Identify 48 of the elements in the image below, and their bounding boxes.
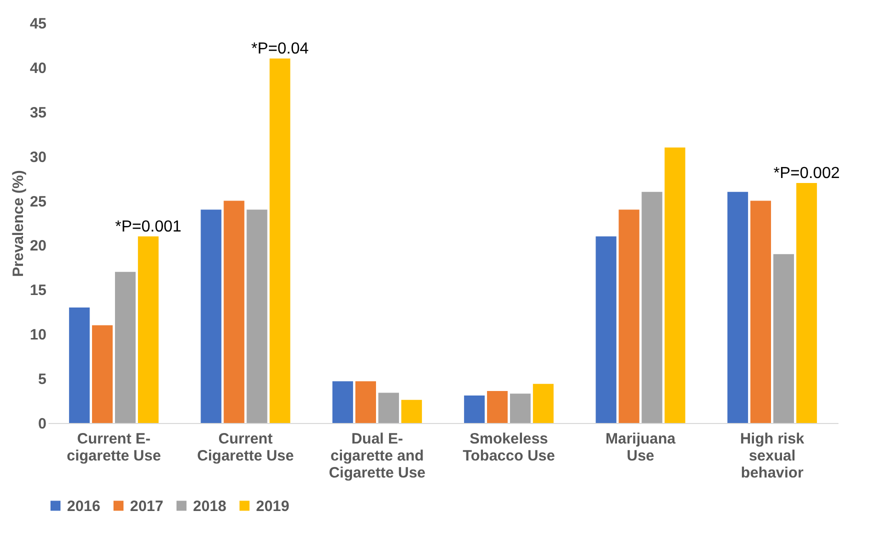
bar — [114, 272, 136, 423]
y-axis-title: Prevalence (%) — [10, 170, 27, 277]
x-tick-label: Smokeless Tobacco Use — [462, 430, 555, 464]
bar — [796, 183, 817, 423]
annotation: *P=0.002 — [773, 165, 840, 182]
y-tick-label: 35 — [30, 104, 46, 122]
bar — [642, 192, 662, 423]
bar — [92, 325, 113, 423]
bar — [773, 254, 794, 423]
bar — [246, 210, 268, 423]
legend-label: 2016 — [67, 498, 100, 515]
x-tick-label: Current E- cigarette Use — [66, 430, 161, 464]
y-tick-label: 0 — [38, 416, 46, 432]
bar — [401, 400, 422, 423]
y-tick-label: 45 — [30, 16, 46, 32]
x-tick-label: High risk sexual behavior — [740, 430, 805, 482]
bar — [200, 210, 222, 423]
y-tick-label: 30 — [30, 148, 46, 166]
x-tick-label: Current Cigarette Use — [197, 430, 294, 464]
annotation: *P=0.04 — [251, 40, 309, 58]
bar — [224, 200, 244, 423]
bar — [464, 395, 485, 423]
bar — [664, 147, 686, 423]
y-tick-label: 15 — [30, 282, 46, 300]
y-tick-label: 5 — [38, 371, 46, 388]
bar — [355, 381, 376, 423]
bar — [596, 236, 616, 423]
bar — [138, 236, 159, 423]
bar — [510, 394, 531, 423]
y-tick-label: 25 — [30, 193, 46, 210]
bar — [332, 381, 354, 423]
bar — [750, 200, 772, 423]
y-tick-label: 20 — [30, 238, 46, 255]
legend-label: 2018 — [193, 498, 226, 515]
bar — [727, 192, 748, 423]
bar — [270, 58, 290, 423]
bar — [378, 392, 399, 423]
y-tick-label: 40 — [30, 60, 46, 77]
legend-label: 2019 — [256, 498, 290, 515]
x-tick-label: Dual E- cigarette and Cigarette Use — [328, 430, 426, 482]
bar — [532, 384, 554, 423]
x-tick-label: Marijuana Use — [605, 430, 676, 464]
y-tick-label: 10 — [30, 326, 46, 344]
bar — [487, 391, 508, 423]
legend-label: 2017 — [130, 498, 164, 515]
bar — [618, 210, 640, 423]
bar — [69, 307, 90, 423]
annotation: *P=0.001 — [115, 218, 182, 236]
